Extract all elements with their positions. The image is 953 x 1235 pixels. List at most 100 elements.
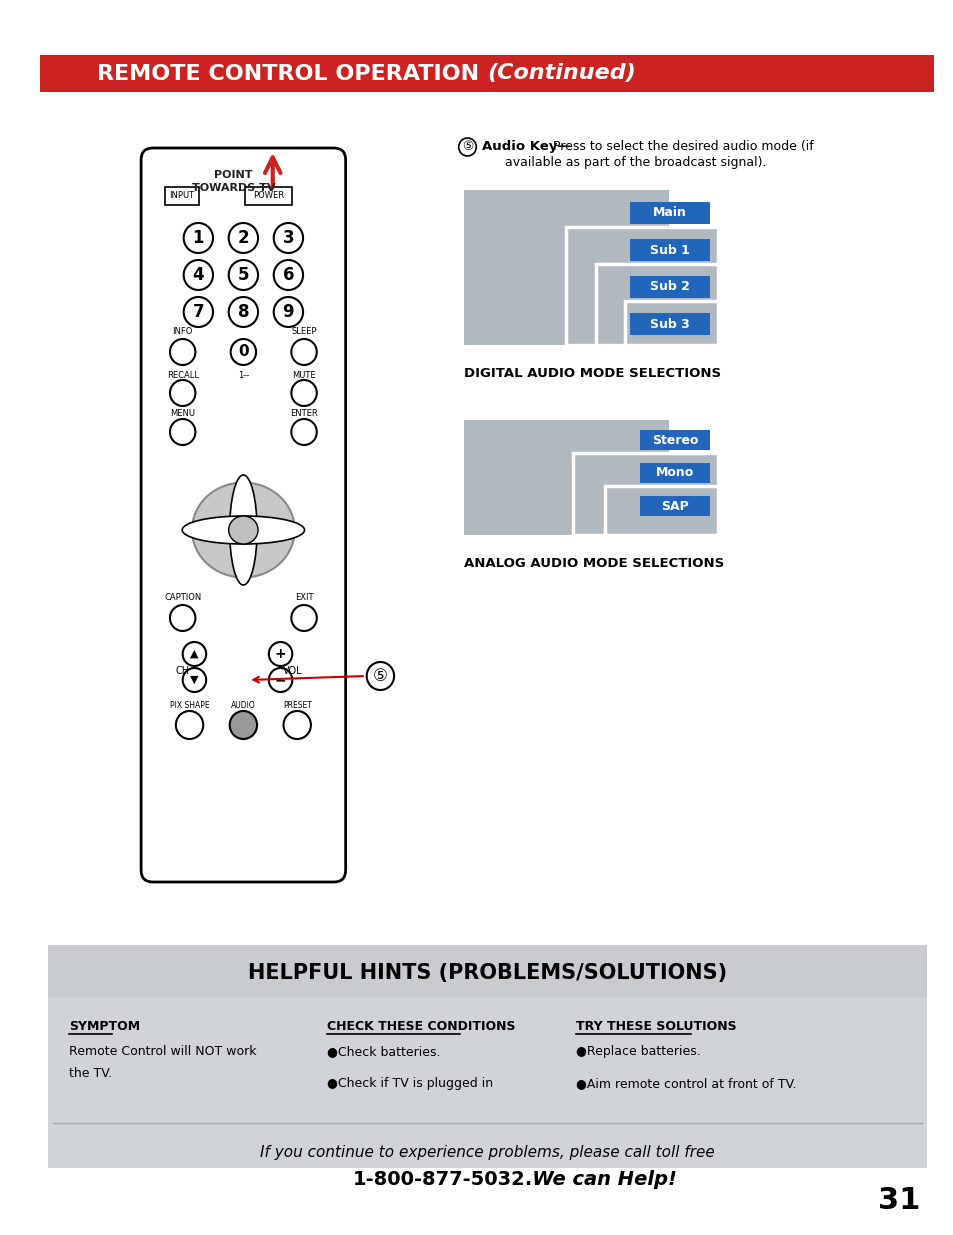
Circle shape: [182, 668, 206, 692]
Text: ⑤: ⑤: [461, 141, 473, 153]
Text: INPUT: INPUT: [169, 191, 193, 200]
Bar: [463, 420, 668, 535]
Text: DIGITAL AUDIO MODE SELECTIONS: DIGITAL AUDIO MODE SELECTIONS: [463, 367, 720, 380]
Text: VOL: VOL: [282, 666, 302, 676]
Text: Audio Key—: Audio Key—: [481, 140, 570, 153]
Circle shape: [229, 224, 257, 253]
Text: TOWARDS TV: TOWARDS TV: [192, 183, 275, 193]
Text: +: +: [274, 647, 286, 661]
Text: Main: Main: [653, 206, 686, 220]
Circle shape: [229, 296, 257, 327]
Circle shape: [291, 419, 316, 445]
Text: POWER: POWER: [253, 191, 284, 200]
Text: TRY THESE SOLUTIONS: TRY THESE SOLUTIONS: [576, 1020, 736, 1032]
Text: POINT: POINT: [214, 170, 253, 180]
Circle shape: [170, 419, 195, 445]
Text: If you continue to experience problems, please call toll free: If you continue to experience problems, …: [259, 1145, 714, 1160]
Text: CH: CH: [175, 666, 190, 676]
Bar: [639, 496, 710, 516]
Text: RECALL: RECALL: [167, 370, 198, 379]
Text: ●Check if TV is plugged in: ●Check if TV is plugged in: [326, 1077, 492, 1091]
Text: 3: 3: [282, 228, 294, 247]
Bar: [595, 264, 718, 345]
Text: ANALOG AUDIO MODE SELECTIONS: ANALOG AUDIO MODE SELECTIONS: [463, 557, 723, 571]
Bar: [629, 240, 710, 261]
Text: ⑤: ⑤: [373, 667, 388, 685]
Text: 4: 4: [193, 266, 204, 284]
Circle shape: [291, 380, 316, 406]
Text: Remote Control will NOT work
the TV.: Remote Control will NOT work the TV.: [69, 1045, 256, 1079]
Text: ●Check batteries.: ●Check batteries.: [326, 1045, 439, 1058]
Text: Stereo: Stereo: [651, 433, 698, 447]
Circle shape: [182, 642, 206, 666]
Text: We can Help!: We can Help!: [511, 1170, 676, 1189]
Text: 31: 31: [878, 1186, 920, 1215]
Text: AUDIO: AUDIO: [231, 700, 255, 709]
Text: CAPTION: CAPTION: [164, 594, 201, 603]
Circle shape: [274, 296, 303, 327]
Text: 1-800-877-5032.: 1-800-877-5032.: [353, 1170, 533, 1189]
Text: MENU: MENU: [170, 410, 195, 419]
Circle shape: [175, 711, 203, 739]
Text: Sub 1: Sub 1: [650, 243, 689, 257]
Circle shape: [170, 605, 195, 631]
Bar: [604, 487, 718, 535]
Ellipse shape: [230, 475, 256, 585]
Bar: [48, 945, 925, 1168]
Text: SLEEP: SLEEP: [291, 327, 316, 336]
Text: Sub 2: Sub 2: [650, 280, 689, 294]
Text: 6: 6: [282, 266, 294, 284]
Circle shape: [274, 261, 303, 290]
Circle shape: [269, 668, 292, 692]
Ellipse shape: [229, 516, 257, 543]
Text: SAP: SAP: [660, 499, 688, 513]
Circle shape: [184, 261, 213, 290]
Text: 1--: 1--: [237, 370, 249, 379]
Bar: [48, 945, 925, 997]
Text: 7: 7: [193, 303, 204, 321]
Circle shape: [170, 380, 195, 406]
Ellipse shape: [192, 483, 294, 578]
Bar: [624, 301, 718, 345]
Text: Mono: Mono: [656, 467, 694, 479]
Text: ▲: ▲: [190, 650, 198, 659]
Text: 1: 1: [193, 228, 204, 247]
Circle shape: [231, 338, 255, 366]
Circle shape: [230, 711, 256, 739]
Bar: [639, 463, 710, 483]
Circle shape: [269, 642, 292, 666]
Text: MUTE: MUTE: [292, 370, 315, 379]
Text: REMOTE CONTROL OPERATION: REMOTE CONTROL OPERATION: [97, 63, 487, 84]
Bar: [629, 275, 710, 298]
Bar: [573, 453, 718, 535]
Circle shape: [184, 296, 213, 327]
Text: 2: 2: [237, 228, 249, 247]
Circle shape: [291, 338, 316, 366]
Text: (Continued): (Continued): [487, 63, 636, 84]
Text: −: −: [274, 673, 286, 687]
Circle shape: [291, 605, 316, 631]
Text: ●Aim remote control at front of TV.: ●Aim remote control at front of TV.: [576, 1077, 796, 1091]
Circle shape: [229, 261, 257, 290]
Text: 9: 9: [282, 303, 294, 321]
Bar: [639, 430, 710, 450]
Text: INFO: INFO: [172, 327, 193, 336]
Text: PRESET: PRESET: [282, 700, 312, 709]
Text: ●Replace batteries.: ●Replace batteries.: [576, 1045, 700, 1058]
Text: Press to select the desired audio mode (if: Press to select the desired audio mode (…: [552, 140, 813, 153]
Text: HELPFUL HINTS (PROBLEMS/SOLUTIONS): HELPFUL HINTS (PROBLEMS/SOLUTIONS): [247, 963, 726, 983]
Circle shape: [170, 338, 195, 366]
Bar: [463, 190, 668, 345]
Ellipse shape: [182, 516, 304, 543]
Text: ▼: ▼: [190, 676, 198, 685]
Text: 5: 5: [237, 266, 249, 284]
Bar: [165, 186, 198, 205]
Text: EXIT: EXIT: [294, 594, 313, 603]
Bar: [566, 227, 718, 345]
Bar: [245, 186, 292, 205]
Circle shape: [184, 224, 213, 253]
Bar: [40, 56, 933, 91]
Text: PIX SHAPE: PIX SHAPE: [170, 700, 209, 709]
Text: 0: 0: [238, 345, 249, 359]
Text: ENTER: ENTER: [290, 410, 317, 419]
